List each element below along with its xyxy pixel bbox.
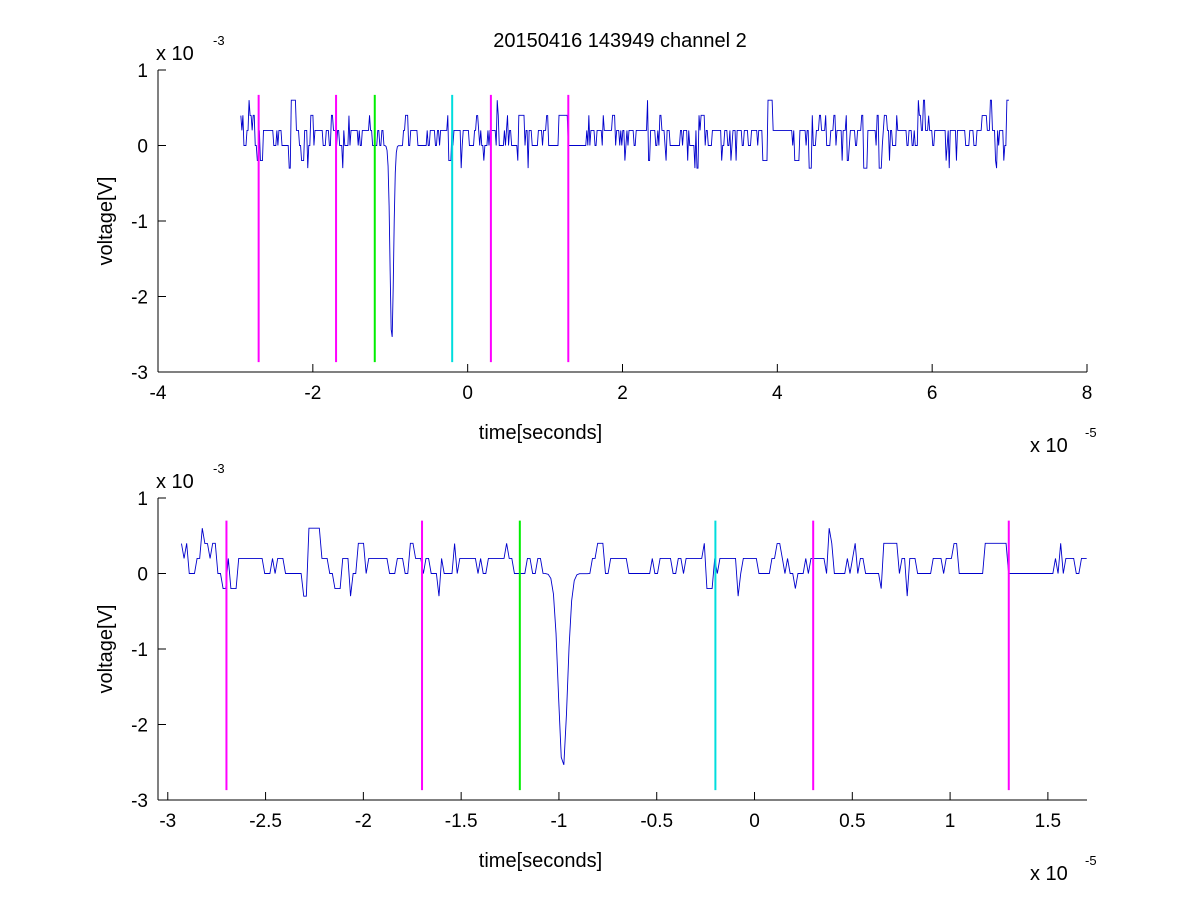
y-tick-label: 1 [137, 61, 148, 82]
y-tick-label: 0 [137, 565, 148, 586]
voltage-trace [181, 527, 1087, 766]
x-tick-label: 4 [772, 383, 783, 404]
x-tick-label: -1.5 [445, 811, 478, 832]
x-tick-label: -1 [550, 811, 567, 832]
x-tick-label: -4 [150, 383, 167, 404]
x-tick-label: -2 [355, 811, 372, 832]
x-tick-label: 0.5 [839, 811, 865, 832]
x-tick-label: -2 [304, 383, 321, 404]
x-tick-label: 2 [617, 383, 628, 404]
y-axis-label: voltage[V] [95, 605, 117, 694]
y-exponent-label: x 10 [156, 471, 194, 493]
y-tick-label: -2 [131, 288, 148, 309]
y-tick-label: 0 [137, 137, 148, 158]
y-tick-label: -2 [131, 716, 148, 737]
x-exponent-power: -5 [1085, 853, 1097, 868]
x-exponent-power: -5 [1085, 425, 1097, 440]
x-tick-label: 8 [1082, 383, 1093, 404]
y-tick-label: -1 [131, 212, 148, 233]
bottom-panel: -3 -2.5 -2 -1.5 -1 -0.5 0 0.5 1 1.5 1 0 -1 -2 -3 time[s… [95, 461, 1097, 885]
x-exponent-label: x 10 [1030, 863, 1068, 885]
y-tick-label: 1 [137, 489, 148, 510]
y-exponent-power: -3 [213, 461, 225, 476]
x-tick-label: 6 [927, 383, 938, 404]
x-axis-label: time[seconds] [479, 850, 602, 872]
y-tick-label: -3 [131, 791, 148, 812]
y-exponent-label: x 10 [156, 43, 194, 65]
x-axis-label: time[seconds] [479, 422, 602, 444]
y-axis-label: voltage[V] [95, 177, 117, 266]
x-tick-label: 0 [462, 383, 473, 404]
x-tick-label: 0 [749, 811, 760, 832]
x-tick-label: 1.5 [1035, 811, 1061, 832]
x-exponent-label: x 10 [1030, 435, 1068, 457]
voltage-trace [240, 99, 1009, 337]
y-tick-label: -1 [131, 640, 148, 661]
top-panel: -4 -2 0 2 4 6 810-1-2-3time[seconds]voltage[V]… [95, 33, 1097, 457]
y-tick-label: -3 [131, 363, 148, 384]
figure-title: 20150416 143949 channel 2 [493, 30, 747, 52]
x-tick-label: -3 [159, 811, 176, 832]
x-tick-label: -2.5 [249, 811, 282, 832]
y-exponent-power: -3 [213, 33, 225, 48]
x-tick-label: 1 [945, 811, 956, 832]
x-tick-label: -0.5 [640, 811, 673, 832]
